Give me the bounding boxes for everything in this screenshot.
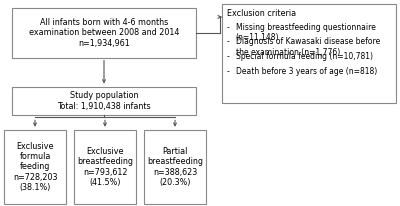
FancyBboxPatch shape bbox=[222, 4, 396, 103]
Text: Missing breastfeeding questionnaire
(n=11,148): Missing breastfeeding questionnaire (n=1… bbox=[236, 23, 376, 42]
FancyBboxPatch shape bbox=[12, 87, 196, 115]
Text: Exclusive
formula
feeding
n=728,203
(38.1%): Exclusive formula feeding n=728,203 (38.… bbox=[13, 142, 57, 192]
Text: Partial
breastfeeding
n=388,623
(20.3%): Partial breastfeeding n=388,623 (20.3%) bbox=[147, 147, 203, 187]
Text: Diagnosis of Kawasaki disease before
the examination (n=1,776): Diagnosis of Kawasaki disease before the… bbox=[236, 37, 380, 57]
Text: All infants born with 4-6 months
examination between 2008 and 2014
n=1,934,961: All infants born with 4-6 months examina… bbox=[29, 18, 179, 48]
FancyBboxPatch shape bbox=[144, 130, 206, 204]
Text: -: - bbox=[227, 67, 230, 76]
Text: Study population
Total: 1,910,438 infants: Study population Total: 1,910,438 infant… bbox=[57, 91, 151, 111]
Text: Special formula feeding (n=10,781): Special formula feeding (n=10,781) bbox=[236, 52, 373, 61]
Text: -: - bbox=[227, 37, 230, 47]
FancyBboxPatch shape bbox=[4, 130, 66, 204]
Text: Death before 3 years of age (n=818): Death before 3 years of age (n=818) bbox=[236, 67, 377, 76]
Text: Exclusive
breastfeeding
n=793,612
(41.5%): Exclusive breastfeeding n=793,612 (41.5%… bbox=[77, 147, 133, 187]
FancyBboxPatch shape bbox=[12, 8, 196, 58]
FancyBboxPatch shape bbox=[74, 130, 136, 204]
Text: -: - bbox=[227, 52, 230, 61]
Text: -: - bbox=[227, 23, 230, 32]
Text: Exclusion criteria: Exclusion criteria bbox=[227, 9, 296, 18]
